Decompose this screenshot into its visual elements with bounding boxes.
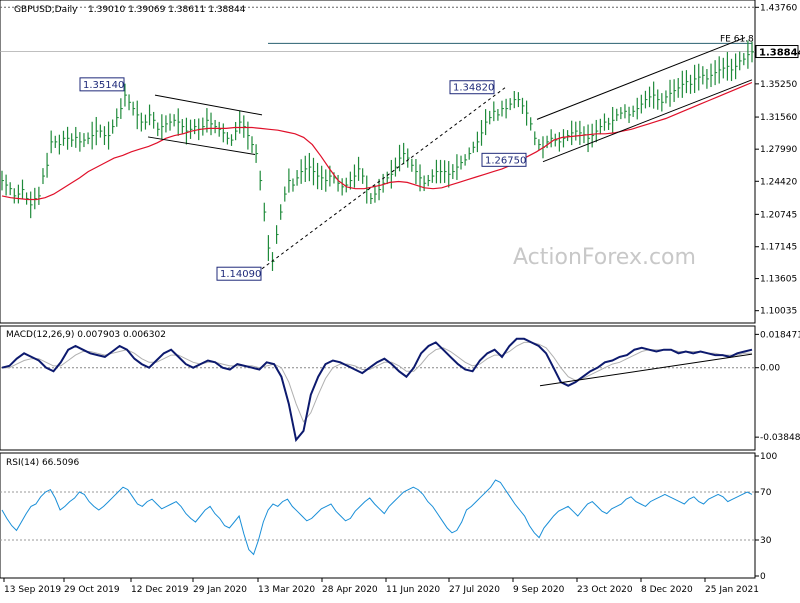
trend-line — [542, 79, 753, 163]
macd-y-tick-label: 0.00 — [760, 364, 780, 374]
moving-average-line — [1, 81, 753, 201]
main-y-tick-label: 1.24420 — [760, 177, 797, 187]
main-y-tick-label: 1.20745 — [760, 210, 797, 220]
x-tick-label: 11 Jun 2020 — [386, 585, 440, 595]
rsi-y-tick-label: 30 — [760, 536, 772, 546]
trend-line — [261, 87, 506, 270]
x-tick-label: 25 Jan 2021 — [705, 585, 759, 595]
macd-y-tick-label: 0.018471 — [760, 330, 800, 340]
x-tick-label: 12 Dec 2019 — [131, 585, 189, 595]
rsi-title: RSI(14) 66.5096 — [6, 458, 79, 468]
swing-label: 1.14090 — [220, 269, 261, 280]
last-price-box — [755, 45, 799, 59]
main-y-tick-label: 1.43760 — [760, 3, 797, 13]
watermark: ActionForex.com — [513, 245, 696, 270]
swing-label-box — [216, 266, 262, 281]
main-y-tick-label: 1.27990 — [760, 145, 797, 155]
main-y-tick-label: 1.13605 — [760, 275, 797, 285]
rsi-y-tick-label: 70 — [760, 488, 772, 498]
trend-line — [147, 136, 256, 155]
x-tick-label: 23 Oct 2020 — [577, 585, 633, 595]
swing-label: 1.35140 — [83, 80, 124, 91]
fe-level-label: FE 61.8 — [720, 34, 754, 44]
swing-label-box — [79, 77, 125, 92]
x-tick-label: 13 Mar 2020 — [258, 585, 315, 595]
macd-trend-line — [539, 353, 753, 387]
x-tick-label: 28 Apr 2020 — [322, 585, 378, 595]
x-tick-label: 13 Sep 2019 — [4, 585, 61, 595]
main-layer: 1.43760 1.35250 1.31560 1.27990 1.24420 1.207… — [0, 3, 800, 317]
macd-layer: 0.018471 0.00 -0.038486 — [0, 330, 800, 443]
x-tick-label: 29 Jan 2020 — [193, 585, 247, 595]
last-price-label: 1.38844 — [759, 48, 800, 59]
trend-line — [536, 37, 746, 120]
swing-label-box — [481, 152, 527, 167]
x-tick-label: 27 Jul 2020 — [449, 585, 500, 595]
x-tick-label: 29 Oct 2019 — [64, 585, 120, 595]
rsi-y-tick-label: 100 — [760, 452, 777, 462]
trend-line — [154, 94, 263, 116]
macd-panel — [0, 325, 756, 451]
x-tick-label: 9 Sep 2020 — [513, 585, 565, 595]
swing-label-box — [449, 80, 495, 95]
ohlc-readout: 1.39010 1.39069 1.38611 1.38844 — [88, 5, 246, 15]
main-y-tick-label: 1.31560 — [760, 113, 797, 123]
rsi-panel — [0, 452, 756, 579]
main-y-tick-label: 1.10035 — [760, 307, 797, 317]
macd-y-tick-label: -0.038486 — [760, 433, 800, 443]
rsi-line — [1, 479, 753, 556]
main-title: GBPUSD,Daily — [14, 5, 78, 15]
main-y-tick-label: 1.35250 — [760, 80, 797, 90]
rsi-y-tick-label: 0 — [760, 572, 766, 582]
x-tick-label: 8 Dec 2020 — [641, 585, 693, 595]
main-y-tick-label: 1.17145 — [760, 243, 797, 253]
swing-label: 1.26750 — [485, 155, 526, 166]
rsi-layer: 100 70 30 0 — [0, 452, 777, 582]
x-axis: 13 Sep 2019 29 Oct 2019 12 Dec 2019 29 Jan … — [3, 578, 759, 595]
swing-label: 1.34820 — [453, 83, 494, 94]
macd-line — [1, 337, 753, 443]
main-panel — [0, 0, 756, 324]
macd-title: MACD(12,26,9) 0.007903 0.006302 — [6, 330, 166, 340]
